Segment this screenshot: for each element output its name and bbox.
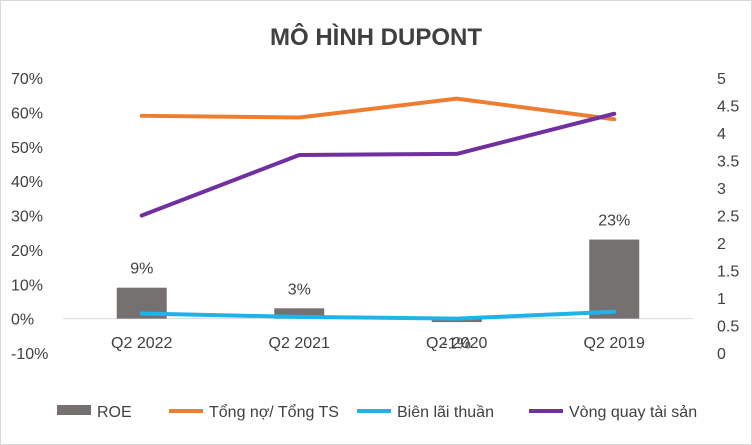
roe-data-label: -1% xyxy=(443,336,471,353)
roe-bar xyxy=(274,308,325,319)
right-tick-label: 4.5 xyxy=(717,99,739,116)
legend-label: Vòng quay tài sản xyxy=(569,404,697,421)
left-tick-label: -10% xyxy=(11,346,48,363)
legend-label: Tổng nợ/ Tổng TS xyxy=(209,403,339,421)
left-tick-label: 60% xyxy=(11,105,43,122)
left-tick-label: 40% xyxy=(11,174,43,191)
legend-swatch xyxy=(57,405,91,415)
right-tick-label: 3 xyxy=(717,181,726,198)
roe-data-label: 3% xyxy=(288,281,311,298)
right-tick-label: 1 xyxy=(717,291,726,308)
right-tick-label: 1.5 xyxy=(717,264,739,281)
right-tick-label: 4 xyxy=(717,126,726,143)
roe-data-label: 23% xyxy=(598,213,630,230)
roe-bars xyxy=(116,239,640,323)
left-tick-label: 10% xyxy=(11,277,43,294)
left-tick-label: 0% xyxy=(11,312,34,329)
category-label: Q2 2021 xyxy=(269,335,330,352)
category-label: Q2 2019 xyxy=(584,335,645,352)
roe-bar xyxy=(589,239,640,319)
right-tick-label: 5 xyxy=(717,71,726,88)
left-tick-label: 20% xyxy=(11,243,43,260)
right-tick-label: 3.5 xyxy=(717,154,739,171)
left-axis-ticks: -10% 0% 10% 20% 30% 40% 50% 60% 70% xyxy=(11,71,48,363)
left-tick-label: 50% xyxy=(11,140,43,157)
legend: ROE Tổng nợ/ Tổng TS Biên lãi thuần Vòng qu… xyxy=(57,403,697,421)
series-lines xyxy=(139,96,617,321)
series-line xyxy=(139,309,617,321)
category-label: Q2 2022 xyxy=(111,335,172,352)
series-line xyxy=(139,96,617,122)
right-tick-label: 0.5 xyxy=(717,319,739,336)
roe-data-label: 9% xyxy=(130,261,153,278)
left-tick-label: 70% xyxy=(11,71,43,88)
right-axis-ticks: 0 0.5 1 1.5 2 2.5 3 3.5 4 4.5 5 xyxy=(717,71,739,363)
right-tick-label: 2.5 xyxy=(717,209,739,226)
chart-title: MÔ HÌNH DUPONT xyxy=(270,23,482,51)
category-label: Q2 2020 xyxy=(426,335,487,352)
legend-label: ROE xyxy=(97,404,132,421)
left-tick-label: 30% xyxy=(11,209,43,226)
legend-label: Biên lãi thuần xyxy=(397,404,494,421)
right-tick-label: 2 xyxy=(717,236,726,253)
series-line xyxy=(139,111,617,218)
category-labels: Q2 2022 Q2 2021 Q2 2020 Q2 2019 xyxy=(111,335,645,352)
data-labels: 9% 3% -1% 23% xyxy=(130,213,630,353)
right-tick-label: 0 xyxy=(717,346,726,363)
